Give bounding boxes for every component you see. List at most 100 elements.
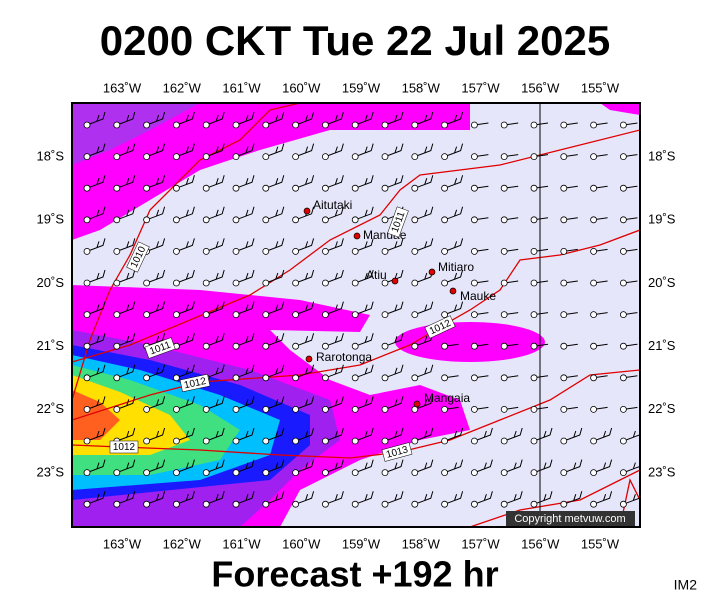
wind-barb	[176, 427, 195, 442]
wind-barb	[384, 427, 404, 442]
wind-barb	[265, 459, 285, 474]
wind-barb	[235, 396, 255, 410]
wind-barb	[206, 427, 225, 442]
wind-barb	[414, 364, 434, 379]
station	[83, 184, 91, 192]
place-label: Rarotonga	[316, 350, 372, 364]
wind-barb	[444, 238, 464, 252]
station	[351, 247, 359, 255]
station	[321, 279, 329, 287]
station	[202, 500, 210, 508]
place-label: Aitutaki	[313, 198, 352, 212]
wind-barb	[206, 143, 225, 158]
wind-barb	[414, 175, 434, 189]
station	[321, 437, 329, 445]
wind-barb	[265, 333, 285, 347]
station	[351, 469, 359, 477]
station	[560, 279, 568, 287]
wind-barb	[176, 143, 195, 158]
wind-barb	[325, 491, 344, 505]
wind-barb	[533, 459, 553, 474]
station	[441, 184, 449, 192]
station	[560, 374, 568, 382]
latitude-label: 20˚S	[37, 275, 65, 290]
wind-barb	[444, 269, 464, 284]
station	[381, 184, 389, 192]
station	[113, 216, 121, 224]
station	[83, 342, 91, 350]
station	[83, 247, 91, 255]
wind-barb	[116, 333, 136, 347]
station	[292, 500, 300, 508]
station	[560, 216, 568, 224]
station	[172, 374, 180, 382]
wind-barb	[176, 269, 195, 284]
wind-barb	[176, 364, 195, 379]
wind-barb	[355, 427, 374, 442]
wind-barb	[206, 269, 225, 284]
wind-barb	[444, 301, 464, 316]
station	[202, 437, 210, 445]
station	[232, 153, 240, 161]
station	[500, 374, 508, 382]
station	[560, 247, 568, 255]
station	[530, 469, 538, 477]
station	[441, 311, 449, 319]
station	[143, 184, 151, 192]
wind-barb	[325, 143, 344, 158]
wind-barb	[325, 333, 344, 347]
wind-barb	[206, 459, 225, 474]
latitude-label: 19˚S	[37, 212, 65, 227]
station	[292, 311, 300, 319]
station	[232, 374, 240, 382]
wind-barb	[355, 364, 374, 379]
station	[560, 184, 568, 192]
wind-barb	[86, 175, 106, 189]
station	[143, 405, 151, 413]
station	[172, 279, 180, 287]
longitude-label: 162˚W	[163, 80, 202, 95]
station	[411, 153, 419, 161]
wind-barb	[414, 427, 434, 442]
wind-barb	[355, 175, 374, 189]
wind-barb	[414, 491, 434, 505]
station	[172, 405, 180, 413]
wind-barb	[116, 238, 136, 252]
station	[590, 374, 597, 382]
station	[292, 247, 300, 255]
wind-barb	[295, 396, 315, 410]
wind-barb	[355, 491, 374, 505]
station	[470, 405, 478, 413]
station	[172, 500, 180, 508]
station	[411, 184, 419, 192]
station	[500, 405, 508, 413]
station	[530, 500, 538, 508]
station	[590, 311, 597, 319]
station	[292, 342, 300, 350]
station	[202, 216, 210, 224]
station	[351, 153, 359, 161]
wind-barb	[474, 459, 493, 474]
station	[232, 500, 240, 508]
longitude-label: 157˚W	[461, 536, 500, 551]
latitude-label: 23˚S	[648, 464, 676, 479]
wind-barb	[116, 269, 136, 284]
title: 0200 CKT Tue 22 Jul 2025	[100, 17, 610, 64]
isobar-label-box	[109, 440, 139, 454]
latitude-label: 22˚S	[37, 401, 65, 416]
station	[113, 184, 121, 192]
isobar-label-box	[144, 337, 176, 359]
wind-barb	[146, 427, 166, 442]
station	[262, 279, 270, 287]
wind-barb	[593, 491, 613, 505]
station	[381, 279, 389, 287]
station	[351, 216, 359, 224]
station	[202, 469, 210, 477]
wind-barb	[414, 301, 434, 316]
station	[381, 121, 389, 129]
longitude-label: 155˚W	[581, 536, 620, 551]
wind-barb	[86, 333, 106, 347]
wind-barb	[116, 396, 136, 410]
station	[530, 216, 538, 224]
